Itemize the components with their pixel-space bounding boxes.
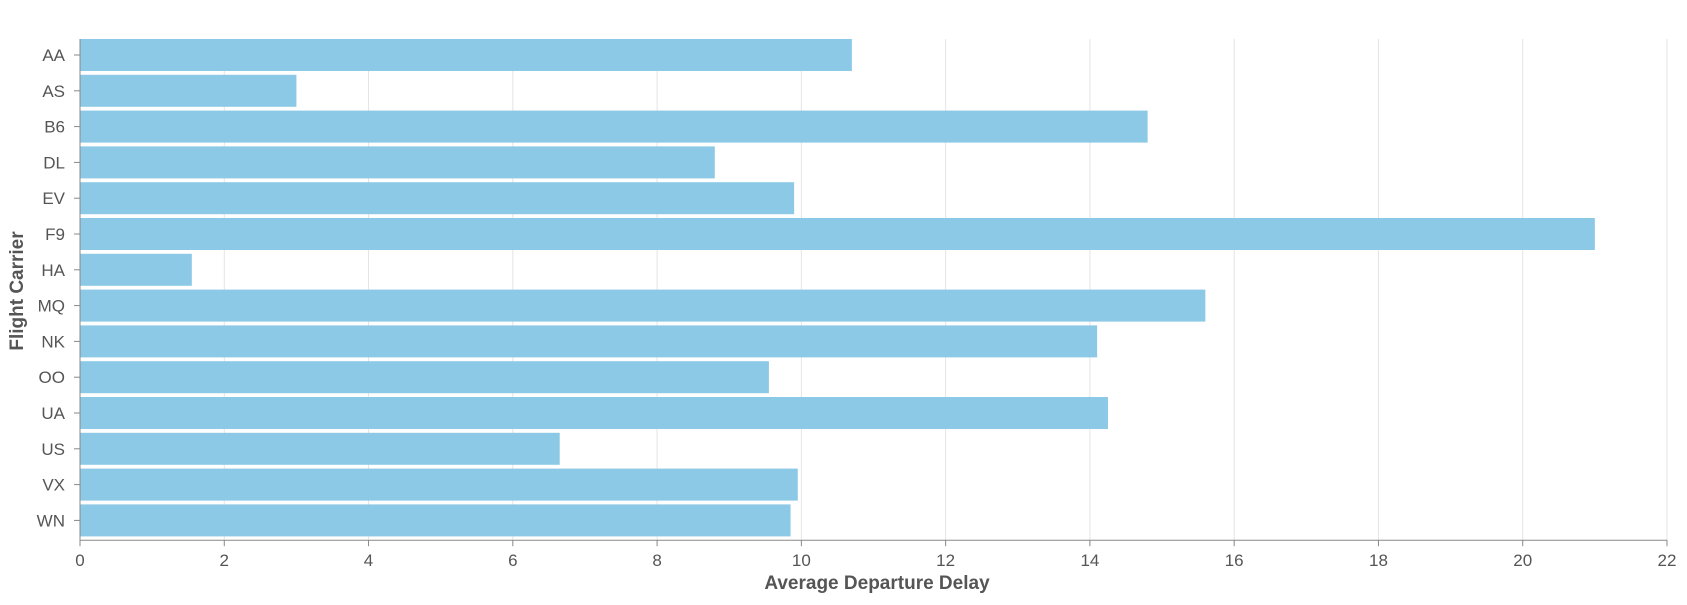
y-tick-label: AS (42, 82, 65, 101)
bar-f9 (80, 218, 1595, 250)
y-tick-label: AA (42, 46, 65, 65)
bar-as (80, 74, 297, 107)
x-tick-label: 8 (652, 551, 661, 570)
bar-mq (80, 289, 1206, 322)
y-tick-label: UA (41, 404, 65, 423)
x-axis-title: Average Departure Delay (764, 573, 990, 594)
bars-layer (80, 39, 1595, 537)
y-tick-label: B6 (44, 118, 65, 137)
x-tick-label: 10 (792, 551, 811, 570)
bar-ha (80, 253, 192, 286)
y-tick-label: US (41, 440, 65, 459)
x-tick-label: 0 (75, 551, 84, 570)
bar-ua (80, 397, 1108, 429)
bar-vx (80, 468, 798, 501)
y-tick-label: DL (43, 153, 65, 172)
bar-us (80, 432, 560, 465)
bar-nk (80, 325, 1098, 358)
bar-oo (80, 361, 769, 394)
x-tick-label: 12 (936, 551, 955, 570)
bar-b6 (80, 110, 1148, 143)
bar-aa (80, 39, 852, 71)
y-tick-label: OO (39, 368, 65, 387)
bar-dl (80, 146, 715, 179)
x-tick-label: 6 (508, 551, 517, 570)
x-tick-label: 16 (1225, 551, 1244, 570)
x-tick-label: 22 (1658, 551, 1677, 570)
y-tick-label: WN (37, 511, 65, 530)
x-tick-label: 18 (1369, 551, 1388, 570)
x-tick-label: 14 (1080, 551, 1099, 570)
y-tick-label: NK (41, 332, 65, 351)
y-tick-label: EV (42, 189, 65, 208)
y-axis-title: Flight Carrier (7, 231, 28, 351)
bar-ev (80, 182, 795, 215)
x-tick-label: 2 (220, 551, 229, 570)
y-tick-label: HA (41, 261, 65, 280)
labels-layer: 0 2 4 6 8 10 12 14 16 18 20 22 AA AS B6 DL EV F9 HA MQ NK OO U… (37, 46, 1677, 570)
bar-wn (80, 504, 791, 537)
y-tick-label: MQ (38, 297, 65, 316)
y-tick-label: VX (42, 476, 65, 495)
y-tick-label: F9 (45, 225, 65, 244)
x-tick-label: 4 (364, 551, 373, 570)
x-tick-label: 20 (1513, 551, 1532, 570)
axis-layer (74, 39, 1668, 547)
